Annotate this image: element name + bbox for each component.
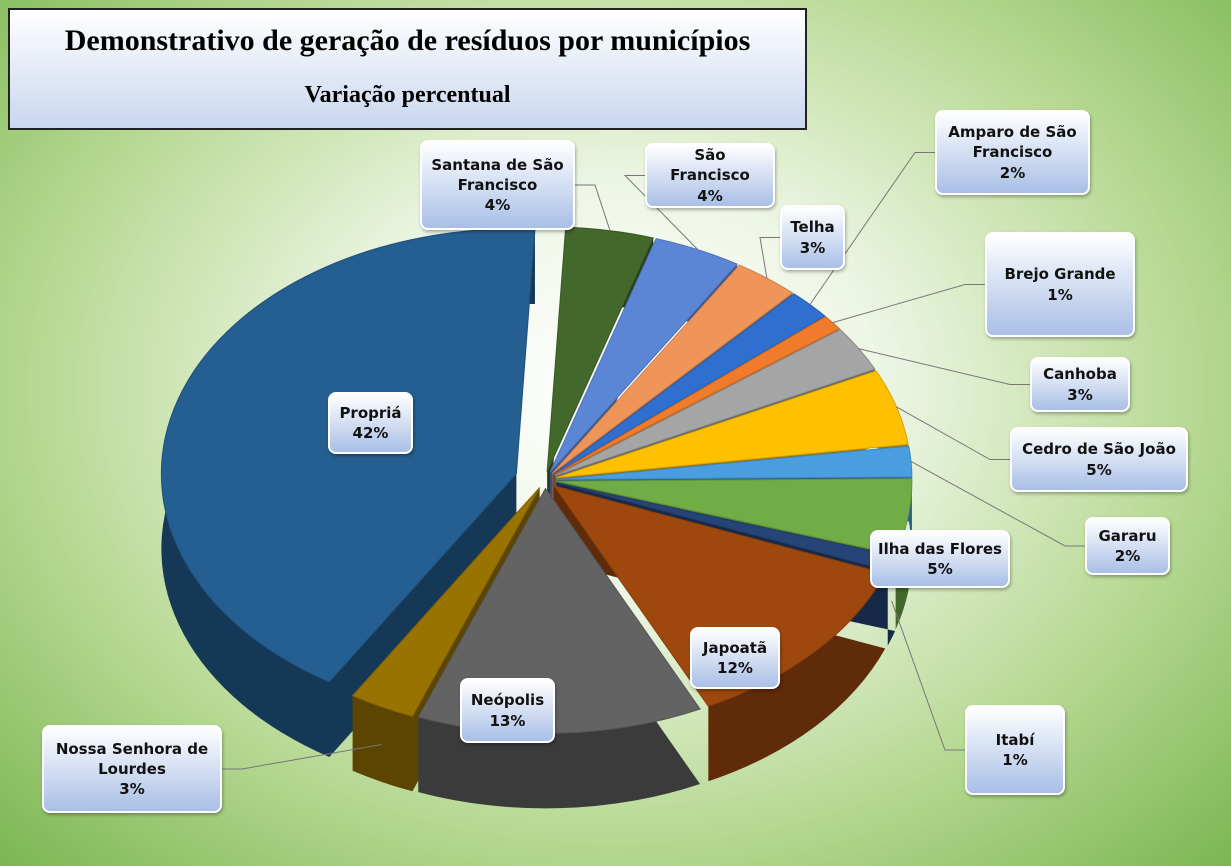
data-label: Brejo Grande 1% <box>985 232 1135 337</box>
label-name: Ilha das Flores <box>878 539 1002 558</box>
label-value: 5% <box>927 560 953 578</box>
chart-title: Demonstrativo de geração de resíduos por… <box>64 24 751 57</box>
label-value: 4% <box>697 186 723 205</box>
data-label: Amparo de São Francisco 2% <box>935 110 1090 195</box>
leader-line <box>891 600 965 751</box>
label-name: Neópolis <box>470 691 545 710</box>
data-label: Japoatã 12% <box>690 627 780 689</box>
slice-side <box>352 487 540 792</box>
label-name: Brejo Grande <box>1004 265 1116 284</box>
leader-line <box>575 184 611 231</box>
label-value: 3% <box>119 780 145 799</box>
data-label: Itabí 1% <box>965 705 1065 795</box>
slice <box>551 264 794 474</box>
leader-line <box>222 743 382 770</box>
label-value: 5% <box>1086 460 1112 479</box>
title-box: Demonstrativo de geração de resíduos por… <box>8 8 807 130</box>
slice <box>351 487 541 717</box>
label-name: Gararu <box>1098 526 1157 545</box>
label-name: Japoatã <box>702 638 768 657</box>
data-label: Cedro de São João 5% <box>1010 427 1188 492</box>
label-name: Itabí <box>995 730 1035 749</box>
leader-line <box>910 461 1085 547</box>
slice <box>552 484 887 707</box>
label-value: 2% <box>1114 547 1141 565</box>
data-label: Santana de São Francisco 4% <box>420 140 575 230</box>
label-value: 3% <box>1067 385 1093 404</box>
label-name: Propriá <box>339 403 402 422</box>
data-label: Gararu 2% <box>1085 517 1170 575</box>
label-name: Santana de São Francisco <box>431 155 564 194</box>
data-label: Neópolis 13% <box>460 678 555 743</box>
label-name: Amparo de São Francisco <box>948 123 1077 162</box>
leader-line <box>623 175 699 250</box>
label-value: 1% <box>1047 285 1073 304</box>
leader-line <box>896 406 1010 460</box>
label-value: 1% <box>1002 751 1028 769</box>
label-name: Canhoba <box>1043 365 1117 384</box>
data-label: Ilha das Flores 5% <box>870 530 1010 588</box>
slice-side <box>418 488 701 809</box>
slice <box>160 228 536 683</box>
label-name: Cedro de São João <box>1022 440 1176 459</box>
data-label: Propriá 42% <box>328 392 413 454</box>
label-name: São Francisco <box>670 146 750 185</box>
leader-line <box>832 284 985 324</box>
chart-subtitle: Variação percentual <box>304 82 511 108</box>
data-label: Nossa Senhora de Lourdes 3% <box>42 725 222 813</box>
slice <box>417 487 701 734</box>
label-value: 4% <box>484 196 511 215</box>
leader-line <box>858 348 1030 385</box>
leader-line <box>759 237 780 279</box>
data-label: São Francisco 4% <box>645 143 775 208</box>
label-value: 2% <box>999 163 1026 182</box>
label-name: Nossa Senhora de Lourdes <box>55 739 209 778</box>
label-value: 13% <box>489 711 526 730</box>
label-name: Telha <box>790 218 835 237</box>
data-label: Telha 3% <box>780 205 845 270</box>
slice <box>555 328 876 477</box>
slice <box>556 445 913 480</box>
data-label: Canhoba 3% <box>1030 357 1130 412</box>
label-value: 12% <box>717 659 753 677</box>
slice <box>549 238 738 473</box>
label-value: 3% <box>799 238 826 257</box>
label-value: 42% <box>352 424 389 442</box>
